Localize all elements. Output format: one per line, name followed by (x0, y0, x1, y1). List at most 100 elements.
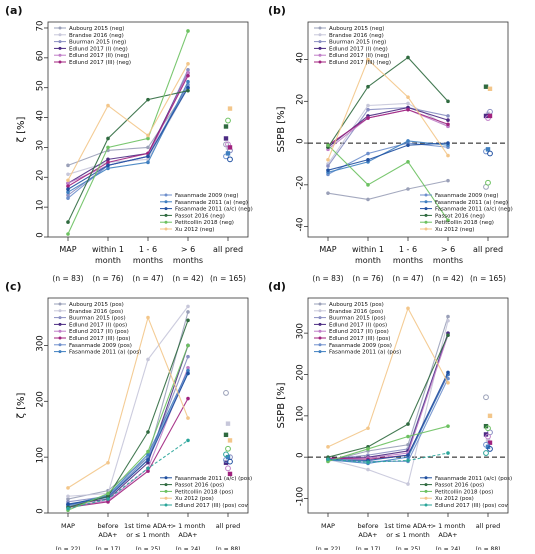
all-pred-marker (227, 156, 233, 163)
all-pred-marker (227, 145, 233, 150)
y-axis-label: SSPB [%] (276, 382, 287, 428)
y-tick-label: 100 (296, 406, 306, 422)
legend-swatch-marker (318, 302, 322, 306)
legend-entry: Brandse 2016 (pos) (69, 309, 123, 315)
series-line (327, 107, 449, 167)
panel-label: (b) (268, 4, 286, 17)
series-line (327, 140, 449, 173)
legend-entry: Fasanmade 2011 (a/c) (neg) (435, 207, 513, 213)
x-tick-label: month (95, 256, 121, 265)
data-point (446, 178, 450, 183)
series-line (67, 87, 189, 190)
all-pred-marker (483, 450, 489, 456)
data-point (186, 310, 190, 314)
panel-label: (d) (268, 280, 286, 293)
x-tick-label: within 1 (92, 245, 124, 254)
y-axis-label: SSPB [%] (276, 106, 287, 152)
series-line (327, 109, 449, 146)
all-pred-marker (485, 433, 491, 440)
legend-swatch-marker (424, 220, 428, 224)
data-point (186, 438, 190, 443)
all-pred-marker (223, 432, 229, 438)
x-tick-label: or ≤ 1 month (386, 531, 430, 539)
legend-swatch-marker (58, 309, 62, 313)
y-tick-label: -100 (296, 487, 306, 506)
x-count-label: (n = 17) (356, 546, 381, 550)
x-count-label: (n = 83) (312, 274, 343, 283)
series-line (327, 378, 449, 462)
data-point (406, 187, 410, 191)
data-point (366, 84, 370, 89)
all-pred-marker (225, 421, 231, 426)
x-tick-label: > 1 month (431, 522, 466, 530)
y-tick-label: 60 (36, 50, 46, 61)
data-point (66, 497, 70, 501)
data-point (106, 103, 110, 108)
data-point (186, 62, 190, 66)
all-pred-marker (223, 124, 229, 129)
y-tick-label: 20 (296, 94, 306, 105)
data-point (406, 453, 410, 457)
series-line (327, 102, 449, 165)
data-point (106, 497, 110, 501)
panel-label: (c) (5, 280, 22, 293)
legend-entry: Edlund 2017 (III) (pos) (69, 336, 130, 342)
data-point (366, 116, 370, 120)
x-count-label: (n = 17) (96, 546, 121, 550)
data-point (186, 416, 190, 420)
panel-b: (b) -40 -20 0 20 40 SSPB [%] MAP (n = 83) within … (268, 4, 513, 283)
series-line (67, 87, 189, 166)
legend-swatch-marker (318, 309, 322, 313)
legend-swatch-marker (164, 496, 168, 500)
data-point (446, 314, 450, 319)
series-line (67, 75, 189, 187)
data-point (186, 29, 190, 33)
data-point (146, 154, 150, 159)
series-line (67, 69, 189, 196)
legend-entry: Fasanmade 2011 (a) (neg) (175, 200, 248, 206)
legend-entry: Aubourg 2015 (neg) (69, 26, 124, 32)
x-tick-label: months (393, 256, 423, 265)
legend-swatch-marker (318, 53, 322, 57)
legend-entry: Xu 2012 (neg) (435, 227, 474, 233)
legend-swatch-marker (164, 476, 168, 480)
legend-entry: Edlund 2017 (II) (neg) (329, 53, 389, 59)
data-point (326, 191, 330, 195)
series-line (67, 373, 189, 505)
x-tick-label: 1st time ADA+ (384, 522, 432, 530)
data-point (66, 181, 70, 186)
legend-entry: Petitcollin 2018 (neg) (175, 220, 234, 226)
legend-entry: Edlund 2017 (I) (pos) (329, 322, 387, 328)
data-point (106, 500, 110, 504)
data-point (406, 160, 410, 164)
legend-swatch-marker (318, 329, 322, 333)
legend-entry: Edlund 2017 (III) (pos) (329, 336, 390, 342)
series-line (67, 439, 189, 510)
series-line (327, 58, 449, 160)
legend-entry: Edlund 2017 (III) (neg) (329, 60, 391, 66)
all-pred-marker (223, 390, 229, 396)
y-tick-label: 0 (296, 452, 306, 457)
series-line (327, 144, 449, 221)
data-point (446, 99, 450, 104)
legend-swatch-marker (318, 46, 322, 50)
legend-swatch-marker (58, 46, 62, 50)
panel-a: (a) 0 10 20 30 40 50 60 70 ζ [%] MAP (n = 83) within… (5, 4, 253, 283)
legend-entry: Edlund 2017 (III) (neg) (69, 60, 131, 66)
legend-entry: Buurman 2015 (neg) (69, 40, 126, 46)
y-tick-label: 20 (36, 170, 46, 181)
legend-entry: Fasanmade 2011 (a) (neg) (435, 200, 508, 206)
data-point (186, 70, 190, 75)
y-tick-label: 0 (36, 508, 46, 513)
x-count-label: (n = 25) (136, 546, 161, 550)
series-line (327, 306, 449, 448)
data-point (446, 114, 450, 118)
series-line (67, 315, 189, 489)
legend-entry: Fasanmade 2011 (a) (pos) (329, 350, 401, 356)
legend-entry: Buurman 2015 (pos) (329, 316, 386, 322)
legend-swatch-marker (318, 26, 322, 30)
legend-entry: Petitcollin 2018 (neg) (435, 220, 494, 226)
x-tick-label: 1 - 6 (139, 245, 157, 254)
data-point (366, 447, 370, 451)
